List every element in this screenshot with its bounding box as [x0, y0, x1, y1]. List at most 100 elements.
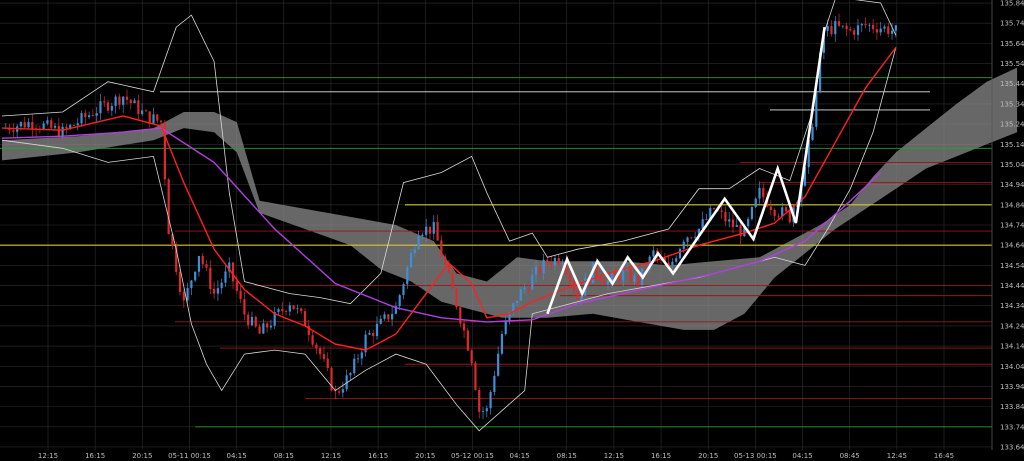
time-tick-label: 12:15	[604, 452, 624, 460]
time-tick-label: 08:45	[840, 452, 860, 460]
candle-body	[262, 323, 265, 334]
candle-body	[750, 206, 754, 219]
candle-body	[644, 268, 647, 270]
candle-body	[171, 234, 174, 246]
candle-body	[375, 323, 379, 337]
price-tick-label: 135.34	[1000, 100, 1024, 108]
candle-body	[243, 299, 246, 315]
ichimoku-cloud	[2, 67, 1018, 330]
candle-body	[61, 126, 64, 137]
candle-body	[481, 411, 485, 413]
candle-body	[12, 130, 15, 132]
candle-body	[875, 29, 879, 33]
candle-body	[273, 312, 276, 326]
candle-body	[444, 256, 447, 265]
candle-body	[485, 408, 488, 412]
candle-body	[735, 225, 738, 227]
candle-body	[95, 113, 98, 116]
candle-body	[387, 314, 390, 320]
candle-body	[565, 263, 568, 275]
candle-body	[781, 207, 784, 217]
candle-body	[618, 275, 621, 281]
candle-body	[576, 291, 579, 300]
candle-body	[807, 139, 810, 168]
candle-body	[118, 96, 121, 105]
time-tick-label: 16:15	[368, 452, 388, 460]
candle-body	[731, 219, 735, 227]
candle-body	[144, 110, 148, 112]
candle-body	[216, 288, 219, 294]
candle-body	[69, 124, 72, 129]
candle-body	[557, 258, 560, 265]
candle-body	[330, 368, 333, 391]
candle-body	[512, 303, 515, 313]
candle-body	[402, 284, 405, 296]
candle-body	[493, 375, 496, 392]
price-tick-label: 135.24	[1000, 121, 1024, 129]
candle-body	[803, 167, 807, 186]
candle-body	[345, 375, 348, 390]
candle-body	[88, 115, 91, 118]
candle-body	[652, 250, 655, 257]
candle-body	[269, 325, 273, 328]
candle-body	[163, 122, 166, 180]
candle-body	[625, 268, 629, 270]
candle-body	[99, 101, 102, 114]
time-axis: 12:15 16:15 20:15 05-11 00:15 04:15 08:15 12:1…	[38, 452, 954, 460]
candle-body	[122, 96, 125, 105]
candle-body	[561, 263, 564, 265]
candle-body	[569, 274, 572, 282]
candle-body	[849, 29, 852, 31]
candle-body	[379, 318, 382, 324]
candle-body	[31, 121, 34, 129]
price-tick-label: 134.64	[1000, 242, 1024, 250]
time-tick-label: 16:15	[85, 452, 105, 460]
candle-body	[595, 262, 598, 277]
candle-body	[546, 259, 549, 263]
candlesticks	[4, 13, 897, 420]
candle-body	[629, 268, 632, 283]
candle-body	[728, 219, 731, 222]
candle-body	[125, 96, 129, 100]
candle-body	[197, 256, 201, 272]
candle-body	[76, 123, 79, 126]
candle-body	[470, 350, 473, 364]
candle-body	[53, 125, 57, 128]
time-tick-label: 04:15	[792, 452, 812, 460]
candle-body	[353, 358, 356, 374]
candle-body	[845, 25, 848, 30]
candle-body	[421, 234, 424, 237]
candle-body	[527, 287, 530, 290]
candle-body	[462, 323, 466, 331]
candle-body	[542, 259, 545, 274]
candle-body	[724, 211, 727, 222]
candle-body	[137, 100, 140, 115]
candle-body	[701, 219, 704, 229]
candle-body	[675, 258, 678, 262]
candle-body	[277, 309, 280, 313]
candle-body	[447, 264, 451, 273]
candle-body	[743, 226, 746, 237]
time-tick-label: 12:45	[887, 452, 907, 460]
candle-body	[739, 225, 742, 237]
candle-body	[57, 125, 60, 137]
candle-body	[394, 306, 397, 314]
candle-body	[250, 316, 254, 326]
candle-body	[436, 222, 439, 241]
candle-body	[883, 26, 886, 29]
candle-body	[474, 363, 477, 390]
candle-body	[254, 316, 257, 327]
candle-body	[186, 288, 189, 301]
candle-body	[455, 288, 458, 308]
candle-body	[194, 271, 197, 281]
ema-fast-line	[1, 46, 897, 351]
candle-body	[368, 332, 371, 335]
candle-body	[391, 313, 394, 320]
candle-body	[383, 314, 386, 319]
price-tick-label: 134.24	[1000, 322, 1024, 330]
candle-body	[182, 291, 185, 301]
ema-slow-line	[1, 127, 882, 323]
candle-body	[682, 241, 685, 249]
time-tick-label: 20:15	[415, 452, 435, 460]
